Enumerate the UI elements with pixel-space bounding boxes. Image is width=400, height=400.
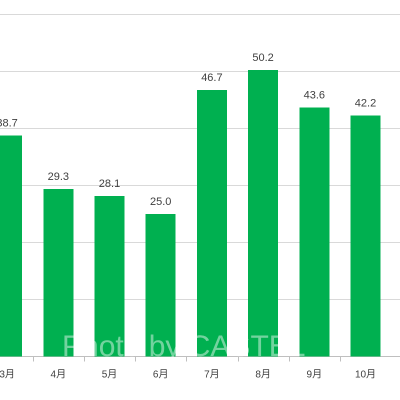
bar-3 xyxy=(94,196,125,357)
bars xyxy=(0,69,381,357)
bar-6 xyxy=(248,69,279,357)
bar-8 xyxy=(350,115,381,357)
x-tick-7: 9月 xyxy=(307,369,323,381)
data-labels: 38.7 29.3 28.1 25.0 46.7 50.2 43.6 42.2 xyxy=(0,52,376,208)
data-label-1: 38.7 xyxy=(0,118,18,130)
x-tick-1: 3月 xyxy=(0,369,15,381)
data-label-6: 50.2 xyxy=(252,52,273,64)
bar-2 xyxy=(43,189,74,357)
x-tick-4: 6月 xyxy=(153,369,169,381)
data-label-2: 29.3 xyxy=(48,171,69,183)
watermark: Photo by CASTEL xyxy=(62,330,305,363)
bar-7 xyxy=(299,107,330,357)
data-label-5: 46.7 xyxy=(201,72,222,84)
x-tick-2: 4月 xyxy=(51,369,67,381)
data-label-3: 28.1 xyxy=(99,178,120,190)
x-tick-5: 7月 xyxy=(204,369,220,381)
data-label-8: 42.2 xyxy=(355,98,376,110)
bar-5 xyxy=(196,89,227,357)
data-label-4: 25.0 xyxy=(150,196,171,208)
x-tick-labels: 3月 4月 5月 6月 7月 8月 9月 10月 xyxy=(0,356,376,381)
x-tick-8: 10月 xyxy=(355,369,376,381)
x-tick-3: 5月 xyxy=(102,369,118,381)
data-label-7: 43.6 xyxy=(304,90,325,102)
bar-4 xyxy=(145,213,176,357)
bar-1 xyxy=(0,135,23,357)
x-tick-6: 8月 xyxy=(255,369,271,381)
